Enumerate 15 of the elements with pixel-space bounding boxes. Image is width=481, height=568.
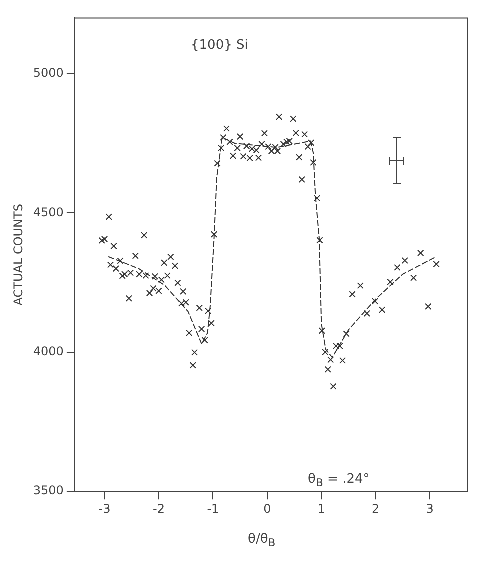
y-axis-title: ACTUAL COUNTS — [11, 204, 26, 306]
annotation: {100} Si — [191, 38, 248, 53]
x-axis-title: θ/θ$_{B}$ — [248, 532, 276, 550]
annotation: θ$_{B}$ = .24° — [308, 472, 370, 490]
x-tick-label: -3 — [98, 502, 111, 516]
y-tick-label: 4000 — [33, 344, 64, 358]
y-tick-label: 4500 — [33, 205, 64, 220]
x-tick-label: 3 — [426, 502, 434, 516]
y-tick-label: 3500 — [33, 484, 64, 498]
x-tick-label: 0 — [264, 502, 272, 516]
x-tick-label: 2 — [372, 502, 380, 516]
x-tick-label: -1 — [207, 502, 220, 516]
x-tick-label: -2 — [152, 502, 165, 516]
y-tick-label: 5000 — [33, 66, 64, 80]
x-tick-label: 1 — [318, 502, 326, 516]
